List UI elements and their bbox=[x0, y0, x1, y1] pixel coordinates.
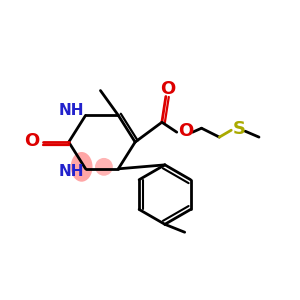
Ellipse shape bbox=[95, 158, 113, 176]
Text: S: S bbox=[233, 120, 246, 138]
Text: O: O bbox=[25, 132, 40, 150]
Ellipse shape bbox=[71, 152, 92, 182]
Text: NH: NH bbox=[59, 103, 85, 118]
Text: O: O bbox=[160, 80, 176, 98]
Text: O: O bbox=[178, 122, 193, 140]
Text: NH: NH bbox=[59, 164, 85, 179]
